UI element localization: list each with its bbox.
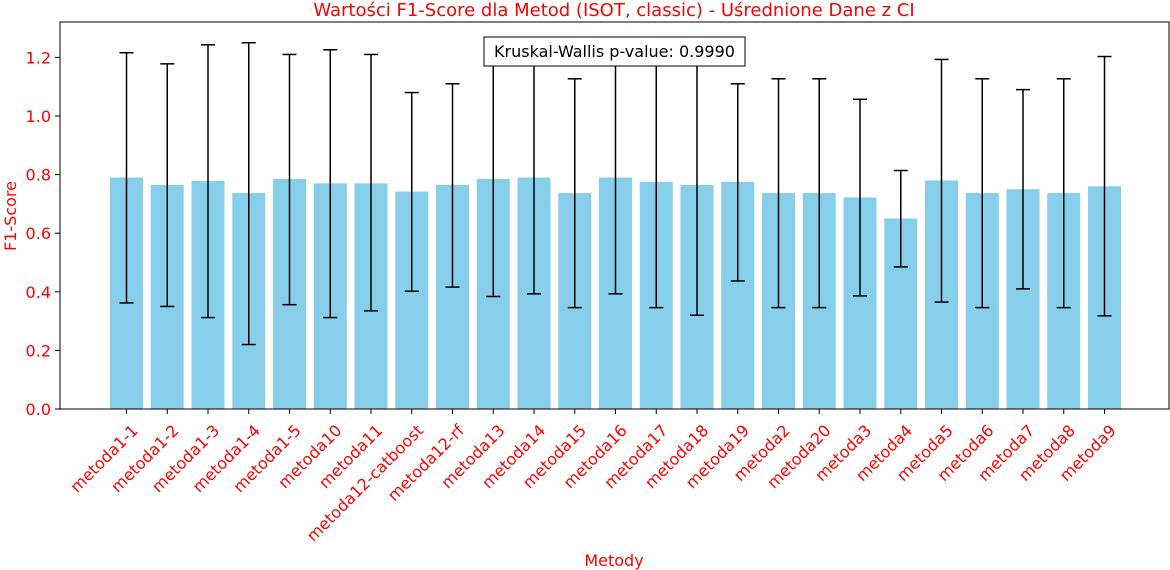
error-bar-metoda3 bbox=[853, 98, 867, 297]
error-bar-metoda1-4 bbox=[241, 42, 256, 346]
error-bar-metoda12-catboost bbox=[404, 91, 419, 292]
error-bar-metoda19 bbox=[730, 83, 745, 282]
error-bar-metoda1-5 bbox=[282, 53, 297, 306]
y-tick-label-1.2: 1.2 bbox=[26, 48, 51, 67]
y-tick-label-0.2: 0.2 bbox=[26, 341, 51, 360]
annotation-box bbox=[483, 36, 746, 67]
error-bar-metoda9 bbox=[1097, 55, 1112, 317]
error-bar-metoda1-1 bbox=[119, 51, 134, 304]
bars-group bbox=[110, 177, 1121, 409]
y-tick-label-0.6: 0.6 bbox=[26, 224, 51, 243]
error-bar-metoda20 bbox=[812, 78, 827, 309]
error-bar-metoda15 bbox=[567, 78, 582, 309]
kruskal-wallis-annotation: Kruskal-Wallis p-value: 0.9990 bbox=[483, 36, 746, 67]
error-bar-metoda11 bbox=[364, 53, 378, 312]
x-axis: metoda1-1metoda1-2metoda1-3metoda1-4meto… bbox=[66, 409, 1120, 545]
y-tick-label-0.4: 0.4 bbox=[26, 283, 51, 302]
error-bar-metoda5 bbox=[934, 58, 949, 303]
y-tick-label-0.0: 0.0 bbox=[26, 400, 51, 419]
error-bars-group bbox=[119, 42, 1112, 346]
error-bar-metoda10 bbox=[323, 49, 338, 319]
error-bar-metoda8 bbox=[1056, 78, 1071, 309]
y-tick-label-0.8: 0.8 bbox=[26, 166, 51, 185]
annotation-text: Kruskal-Wallis p-value: 0.9990 bbox=[494, 42, 735, 61]
error-bar-metoda1-3 bbox=[201, 44, 215, 319]
error-bar-metoda12-rf bbox=[445, 83, 460, 288]
y-axis: 0.0 0.2 0.4 0.6 0.8 1.0 1.2 bbox=[26, 48, 60, 419]
error-bar-metoda2 bbox=[771, 78, 786, 309]
y-tick-label-1.0: 1.0 bbox=[26, 107, 51, 126]
chart-title: Wartości F1-Score dla Metod (ISOT, class… bbox=[313, 0, 914, 21]
error-bar-metoda4 bbox=[893, 169, 908, 268]
error-bar-metoda7 bbox=[1016, 88, 1030, 290]
plot-frame bbox=[59, 21, 1170, 410]
y-axis-label: F1-Score bbox=[1, 181, 20, 251]
error-bar-metoda6 bbox=[975, 78, 990, 309]
x-axis-label: Metody bbox=[584, 551, 643, 570]
error-bar-metoda1-2 bbox=[160, 63, 175, 308]
